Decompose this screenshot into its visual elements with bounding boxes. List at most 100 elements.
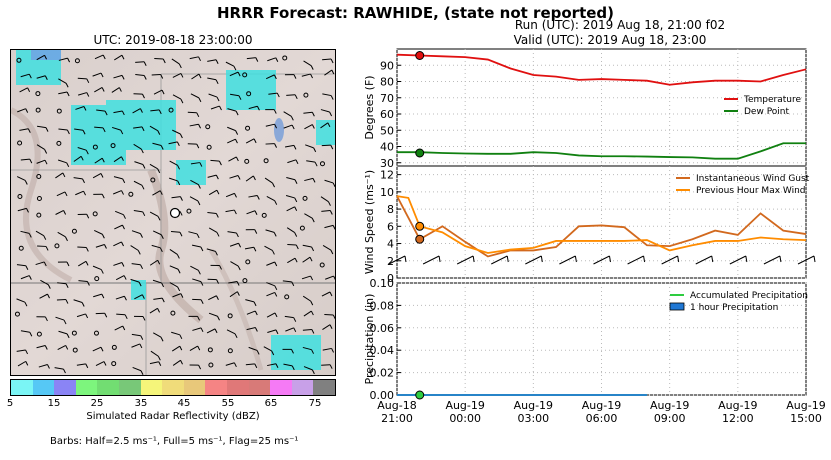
wind-barb xyxy=(303,310,312,317)
wind-barb xyxy=(248,194,258,198)
wind-barb xyxy=(306,160,316,163)
wind-barb xyxy=(16,176,26,181)
wind-barb xyxy=(266,261,275,266)
wind-barb xyxy=(422,255,440,265)
wind-barb-tick xyxy=(44,345,48,350)
wind-barb xyxy=(266,195,275,202)
colorbar-swatch xyxy=(226,380,249,395)
wind-barb xyxy=(95,361,105,367)
wind-barb-tick xyxy=(310,310,314,316)
wind-barb-tick xyxy=(237,71,241,77)
wind-barb xyxy=(325,275,334,280)
wind-barb-tick xyxy=(216,232,220,237)
radar-map[interactable] xyxy=(10,49,336,376)
wind-barb-tick xyxy=(196,143,200,149)
wind-barb xyxy=(113,110,123,114)
wind-barb-tick xyxy=(235,130,239,135)
wind-barb xyxy=(78,280,88,283)
wind-barb-tick xyxy=(65,283,69,288)
wind-barb xyxy=(58,57,68,61)
wind-barb-tick xyxy=(160,337,164,342)
colorbar-swatch xyxy=(97,380,119,395)
y-tick-label: 0.10 xyxy=(370,277,395,290)
wind-barb xyxy=(208,189,218,196)
x-tick-label: 03:00 xyxy=(517,412,549,425)
wind-barb-tick xyxy=(26,208,29,213)
wind-barb xyxy=(131,230,141,235)
wind-barb-tick xyxy=(27,87,31,93)
wind-barb-tick xyxy=(293,327,297,333)
wind-barb-tick xyxy=(294,179,298,184)
wind-barb xyxy=(229,93,240,97)
wind-barb-tick xyxy=(438,255,441,263)
wind-barb xyxy=(190,93,200,99)
wind-barb-tick xyxy=(44,55,48,60)
station-marker[interactable] xyxy=(169,207,181,219)
wind-barb xyxy=(324,179,334,184)
wind-barb-tick xyxy=(253,301,257,307)
wind-barb xyxy=(267,363,277,367)
wind-barb xyxy=(57,159,67,164)
wind-barb-tick xyxy=(44,149,48,154)
wind-barb-tick xyxy=(295,244,299,250)
wind-barb-tick xyxy=(274,123,278,129)
wind-barb-tick xyxy=(332,314,335,320)
wind-barb xyxy=(172,293,182,298)
wind-barb xyxy=(264,177,273,184)
wind-barb xyxy=(245,175,254,182)
wind-barb-tick xyxy=(198,73,202,79)
wind-barb-tick xyxy=(275,329,279,335)
wind-barb xyxy=(40,279,49,286)
wind-barb xyxy=(57,282,67,285)
colorbar-swatch xyxy=(162,380,184,395)
wind-barb xyxy=(113,241,122,247)
wind-barb xyxy=(169,249,178,255)
wind-barb xyxy=(93,293,102,298)
wind-barb xyxy=(168,177,178,182)
x-tick-label: 15:00 xyxy=(790,412,822,425)
colorbar-swatch xyxy=(11,380,33,395)
wind-barb xyxy=(695,255,712,265)
wind-barb xyxy=(152,190,161,196)
wind-barb xyxy=(113,262,123,266)
wind-barb-tick xyxy=(274,312,278,318)
wind-barb-tick xyxy=(140,108,143,113)
wind-barb xyxy=(35,261,45,266)
wind-barb-tick xyxy=(123,275,127,280)
wind-barb-tick xyxy=(294,94,298,100)
wind-barb xyxy=(627,255,644,265)
wind-barb xyxy=(322,58,332,61)
wind-barb-tick xyxy=(745,255,748,263)
wind-barb xyxy=(286,94,296,96)
wind-barb xyxy=(113,190,122,195)
wind-barb-tick xyxy=(140,264,143,270)
wind-barb xyxy=(661,255,678,265)
wind-barb xyxy=(95,243,105,248)
wind-barb xyxy=(286,206,295,212)
wind-barb-tick xyxy=(254,363,258,369)
wind-barb xyxy=(96,109,106,112)
wind-barb-tick xyxy=(331,348,335,353)
calm-wind-marker xyxy=(150,177,156,183)
colorbar-swatch xyxy=(32,380,55,395)
wind-barb-tick xyxy=(274,143,277,148)
wind-barb xyxy=(227,138,236,144)
wind-barb xyxy=(116,313,126,316)
wind-barb xyxy=(729,255,747,265)
wind-barb-tick xyxy=(176,141,180,147)
wind-barb-tick xyxy=(158,361,162,366)
wind-barb-tick xyxy=(273,232,277,237)
wind-barb-tick xyxy=(291,124,295,130)
wind-barb xyxy=(283,124,293,129)
x-tick-label: Aug-19 xyxy=(445,399,484,412)
wind-barb-tick xyxy=(329,210,333,215)
wind-barb xyxy=(94,126,104,129)
barbs-legend-note: Barbs: Half=2.5 ms⁻¹, Full=5 ms⁻¹, Flag=… xyxy=(50,436,299,447)
valid-time-label: Valid (UTC): 2019 Aug 18, 23:00 xyxy=(513,33,707,47)
wind-barb-tick xyxy=(214,328,218,334)
wind-barb-tick xyxy=(121,75,125,80)
wind-barb-tick xyxy=(311,369,315,375)
wind-barb xyxy=(246,327,256,331)
series-line xyxy=(397,142,806,160)
temperature-marker xyxy=(415,51,425,60)
